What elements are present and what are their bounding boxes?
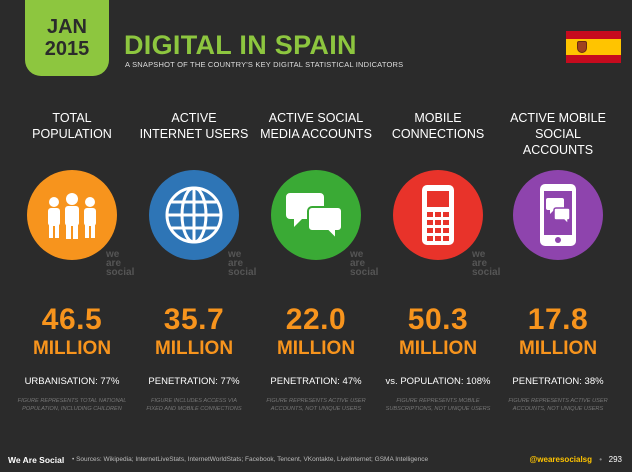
- flag-crest: [577, 41, 587, 53]
- stat-heading-line: MEDIA ACCOUNTS: [260, 127, 372, 141]
- stat-heading-line: POPULATION: [32, 127, 112, 141]
- stat-detail: PENETRATION: 47%: [270, 376, 362, 387]
- stat-note: FIGURE REPRESENTS ACTIVE USER ACCOUNTS, N…: [508, 398, 608, 412]
- footer-handle[interactable]: @wearesocialsg: [529, 455, 593, 464]
- stat-note: FIGURE REPRESENTS TOTAL NATIONAL POPULATI…: [17, 398, 127, 412]
- stat-heading-line: ACTIVE: [171, 111, 217, 125]
- stat-heading: ACTIVE SOCIAL MEDIA ACCOUNTS: [260, 110, 372, 150]
- stat-heading: ACTIVE MOBILE SOCIAL ACCOUNTS: [500, 110, 616, 157]
- people-icon: [27, 170, 117, 260]
- speech-bubbles-icon: [271, 170, 361, 260]
- stat-column-internet-users: ACTIVE INTERNET USERS we are social 35.7 M…: [136, 110, 257, 412]
- stat-heading-line: CONNECTIONS: [391, 127, 485, 141]
- date-month: JAN: [46, 16, 87, 38]
- brand-tag: we are social: [350, 249, 379, 278]
- stat-heading: MOBILE CONNECTIONS: [392, 110, 484, 150]
- date-badge: JAN 2015: [25, 0, 109, 76]
- stat-detail: vs. POPULATION: 108%: [385, 376, 491, 387]
- stat-heading: ACTIVE INTERNET USERS: [140, 110, 249, 150]
- stat-column-mobile-social: ACTIVE MOBILE SOCIAL ACCOUNTS 17.8 MILLI…: [500, 110, 616, 412]
- stat-detail: PENETRATION: 38%: [512, 376, 604, 387]
- stat-unit: MILLION: [518, 338, 598, 359]
- stat-heading-line: TOTAL: [52, 111, 92, 125]
- brand-tag: we are social: [106, 249, 135, 278]
- stat-detail: URBANISATION: 77%: [24, 376, 120, 387]
- stat-detail: PENETRATION: 77%: [148, 376, 240, 387]
- brand-tag: we are social: [228, 249, 257, 278]
- stat-column-social-media: ACTIVE SOCIAL MEDIA ACCOUNTS we are social…: [258, 110, 378, 412]
- stat-note: FIGURE INCLUDES ACCESS VIA FIXED AND MOBI…: [146, 398, 242, 412]
- stat-heading-line: INTERNET USERS: [139, 127, 249, 141]
- page-title: DIGITAL IN SPAIN: [124, 30, 357, 60]
- stat-unit: MILLION: [276, 338, 356, 359]
- spain-flag-icon: [566, 31, 621, 63]
- stat-heading-line: SOCIAL ACCOUNTS: [522, 127, 594, 157]
- stat-heading-line: ACTIVE SOCIAL: [268, 111, 364, 125]
- footer-sources: • Sources: Wikipedia; InternetLiveStats,…: [72, 456, 429, 463]
- stat-unit: MILLION: [154, 338, 234, 359]
- stat-unit: MILLION: [398, 338, 478, 359]
- stat-unit: MILLION: [32, 338, 112, 359]
- stat-note: FIGURE REPRESENTS MOBILE SUBSCRIPTIONS, N…: [385, 398, 491, 412]
- stat-value: 35.7: [163, 303, 225, 336]
- date-year: 2015: [44, 38, 90, 60]
- stat-column-population: TOTAL POPULATION we are social 46.5 MILLIO…: [14, 110, 135, 412]
- stat-heading-line: MOBILE: [414, 111, 462, 125]
- stat-note: FIGURE REPRESENTS ACTIVE USER ACCOUNTS, N…: [266, 398, 366, 412]
- page-number: 293: [608, 455, 622, 464]
- stat-column-mobile-connections: MOBILE CONNECTIONS we are social 50.3 MILL…: [380, 110, 501, 412]
- stat-value: 17.8: [527, 303, 589, 336]
- smartphone-social-icon: [513, 170, 603, 260]
- stat-value: 22.0: [285, 303, 347, 336]
- stat-value: 50.3: [407, 303, 469, 336]
- stat-value: 46.5: [41, 303, 103, 336]
- footer-brand: We Are Social: [8, 455, 65, 465]
- globe-icon: [149, 170, 239, 260]
- footer: We Are Social • Sources: Wikipedia; Inte…: [0, 451, 632, 472]
- page-subtitle: A SNAPSHOT OF THE COUNTRY'S KEY DIGITAL …: [125, 60, 404, 69]
- footer-separator: •: [599, 455, 602, 464]
- stat-heading: TOTAL POPULATION: [32, 110, 112, 150]
- brand-tag: we are social: [472, 249, 501, 278]
- mobile-phone-icon: [393, 170, 483, 260]
- stat-heading-line: ACTIVE MOBILE: [510, 111, 606, 125]
